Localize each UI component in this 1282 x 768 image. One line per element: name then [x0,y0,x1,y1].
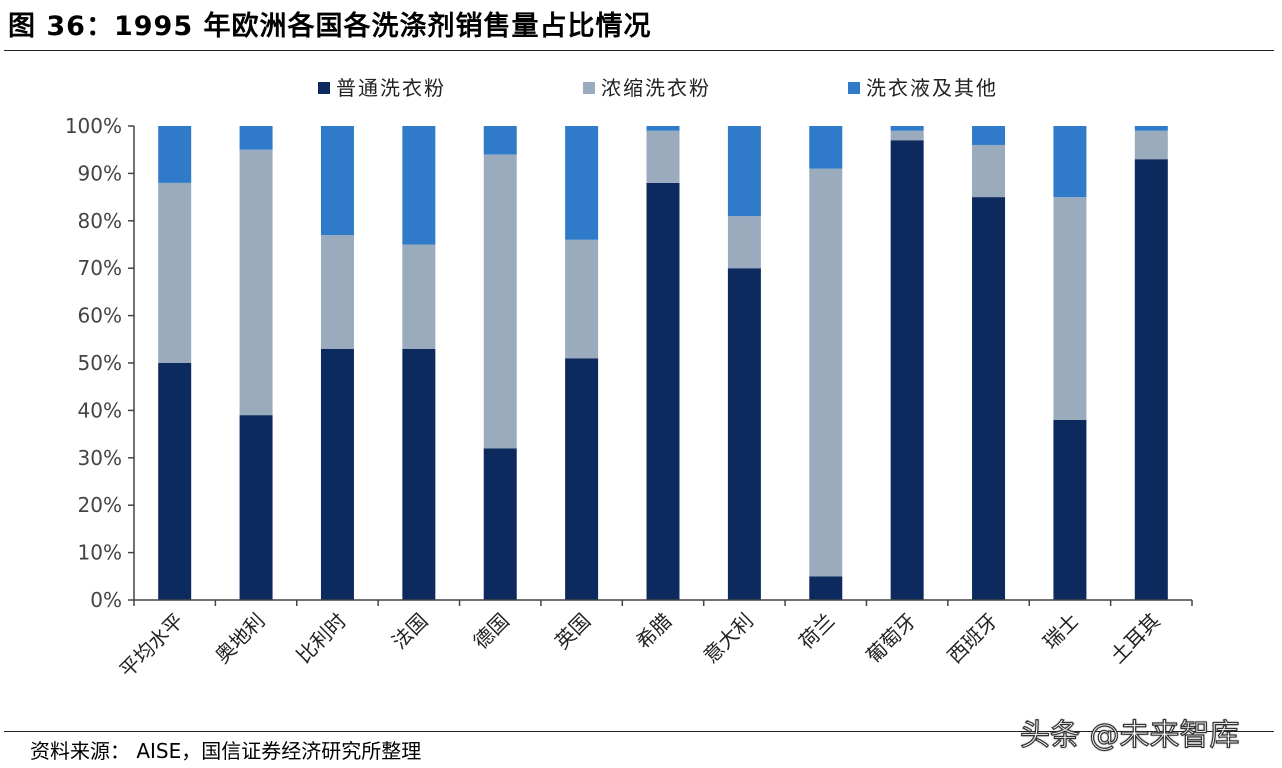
x-category-label: 德国 [469,609,514,654]
bar-regular [1134,159,1168,600]
bar-concentrated [809,168,843,577]
bar-liquid [158,126,192,183]
legend-label: 洗衣液及其他 [866,76,998,100]
y-tick-label: 100% [65,114,122,138]
source-note: 资料来源： AISE，国信证券经济研究所整理 [30,739,422,763]
bar-concentrated [239,149,273,416]
bar-concentrated [402,244,436,349]
bar-liquid [565,126,599,240]
legend-swatch [583,82,595,94]
bar-concentrated [1134,130,1168,160]
bar-concentrated [158,182,192,363]
x-category-label: 土耳其 [1105,609,1164,668]
y-tick-label: 90% [78,161,122,185]
x-category-label: 瑞士 [1038,609,1083,654]
x-category-label: 法国 [387,609,432,654]
bar-liquid [1134,126,1168,131]
bar-concentrated [320,235,354,349]
bar-regular [646,182,680,600]
x-category-label: 葡萄牙 [861,609,920,668]
x-category-label: 希腊 [631,609,676,654]
bar-liquid [646,126,680,131]
bar-regular [890,140,924,600]
bar-regular [1053,419,1087,600]
x-category-label: 意大利 [699,609,758,668]
bar-liquid [890,126,924,131]
title-divider [4,50,1274,51]
x-category-label: 平均水平 [115,609,189,683]
bar-liquid [402,126,436,245]
bar-concentrated [890,130,924,141]
y-tick-label: 70% [78,256,122,280]
x-category-label: 英国 [550,609,595,654]
x-category-label: 奥地利 [210,609,269,668]
y-tick-label: 0% [90,588,122,612]
bar-concentrated [1053,197,1087,420]
y-tick-label: 60% [78,304,122,328]
x-category-label: 比利时 [292,609,351,668]
bar-concentrated [483,154,517,449]
footer-divider [4,731,1274,732]
bar-regular [320,348,354,600]
bar-concentrated [646,130,680,183]
bar-liquid [320,126,354,236]
bar-liquid [483,126,517,155]
bars-group [158,126,1168,600]
figure-title: 图 36：1995 年欧洲各国各洗涤剂销售量占比情况 [8,11,652,42]
stacked-bar-chart: 普通洗衣粉 浓缩洗衣粉 洗衣液及其他 0% 10% 20% 30% 40% 50% 60% 70%… [65,76,1193,683]
bar-liquid [972,126,1006,145]
watermark: 头条 @未来智库 [1019,717,1240,753]
axes-group: 0% 10% 20% 30% 40% 50% 60% 70% 80% 90% 100% 平均水平 奥地利… [65,114,1193,683]
bar-liquid [1053,126,1087,198]
bar-concentrated [565,239,599,359]
y-tick-label: 30% [78,446,122,470]
bar-liquid [239,126,273,150]
bar-liquid [727,126,761,217]
x-category-label: 荷兰 [794,609,839,654]
legend-label: 普通洗衣粉 [336,76,446,100]
bar-regular [809,576,843,600]
bar-regular [727,268,761,600]
bar-regular [158,363,192,600]
legend-swatch [848,82,860,94]
bar-regular [239,415,273,600]
bar-liquid [809,126,843,169]
y-tick-label: 10% [78,541,122,565]
y-tick-label: 80% [78,209,122,233]
x-category-label: 西班牙 [943,609,1002,668]
bar-regular [972,197,1006,600]
legend-swatch [318,82,330,94]
bar-concentrated [727,216,761,269]
chart-legend: 普通洗衣粉 浓缩洗衣粉 洗衣液及其他 [318,76,998,100]
bar-regular [483,448,517,600]
y-tick-label: 50% [78,351,122,375]
bar-regular [565,358,599,600]
y-tick-label: 40% [78,398,122,422]
bar-concentrated [972,144,1006,198]
y-tick-label: 20% [78,493,122,517]
bar-regular [402,348,436,600]
legend-label: 浓缩洗衣粉 [601,76,711,100]
